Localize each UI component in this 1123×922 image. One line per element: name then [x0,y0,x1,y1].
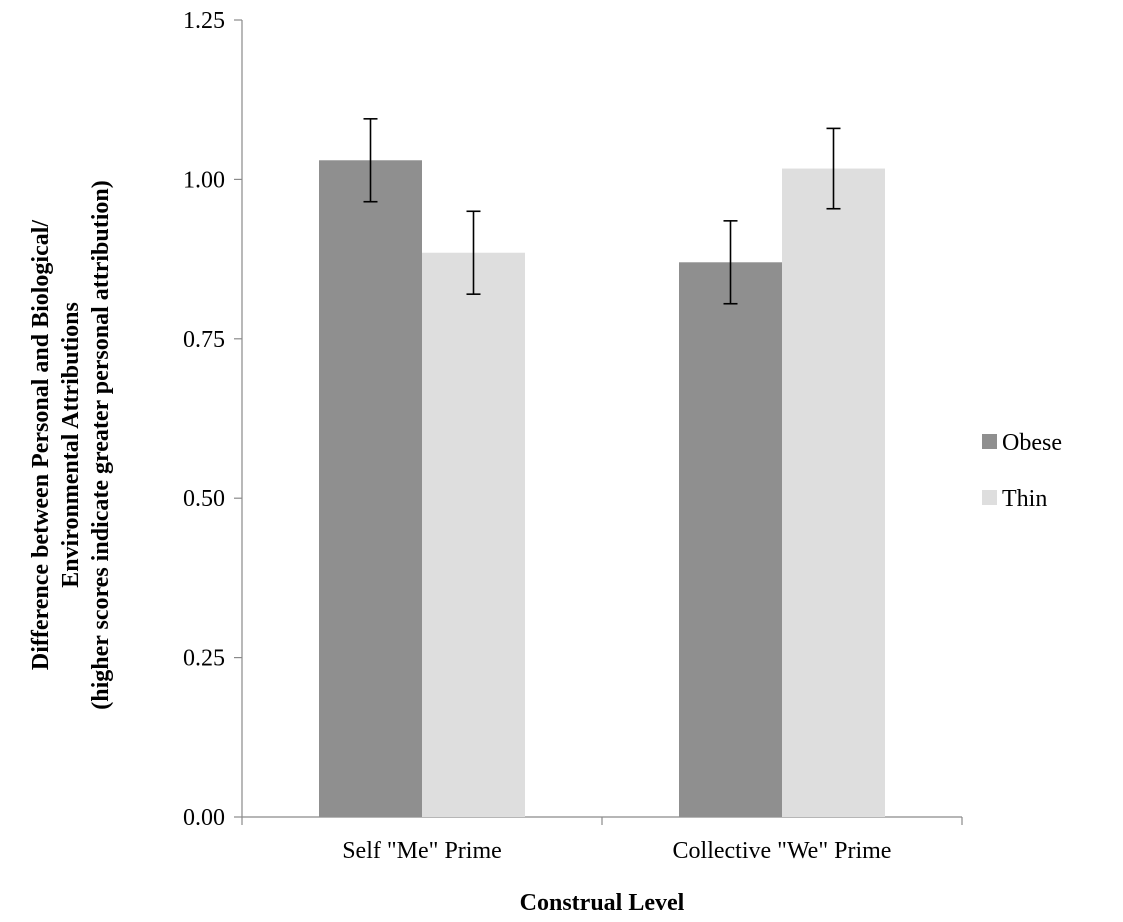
y-axis-title-line-1: Difference between Personal and Biologic… [28,220,54,670]
x-axis-title: Construal Level [520,890,685,916]
plot-area: 0.00 0.25 0.50 0.75 1.00 1.25 Self "Me" Prime C… [183,8,963,864]
legend-swatch-obese [982,434,997,449]
y-tick-label: 1.00 [183,167,225,193]
legend-swatch-thin [982,490,997,505]
legend-label-thin: Thin [1002,486,1047,512]
y-axis-title: Difference between Personal and Biologic… [28,180,114,710]
x-category-label: Self "Me" Prime [342,838,502,864]
y-tick-label: 0.00 [183,805,225,831]
bar-obese-1 [679,262,782,818]
y-axis-title-line-2: Environmental Attributions [58,302,84,588]
bar-obese-0 [319,160,422,818]
y-tick-label: 0.75 [183,327,225,353]
y-tick-label: 0.50 [183,486,225,512]
y-tick-label: 0.25 [183,646,225,672]
y-tick-label: 1.25 [183,8,225,34]
x-category-label: Collective "We" Prime [673,838,892,864]
legend: Obese Thin [982,430,1062,512]
legend-label-obese: Obese [1002,430,1062,456]
y-axis-title-line-3: (higher scores indicate greater personal… [88,180,114,710]
bar-thin-1 [782,168,885,818]
bar-thin-0 [422,252,525,817]
